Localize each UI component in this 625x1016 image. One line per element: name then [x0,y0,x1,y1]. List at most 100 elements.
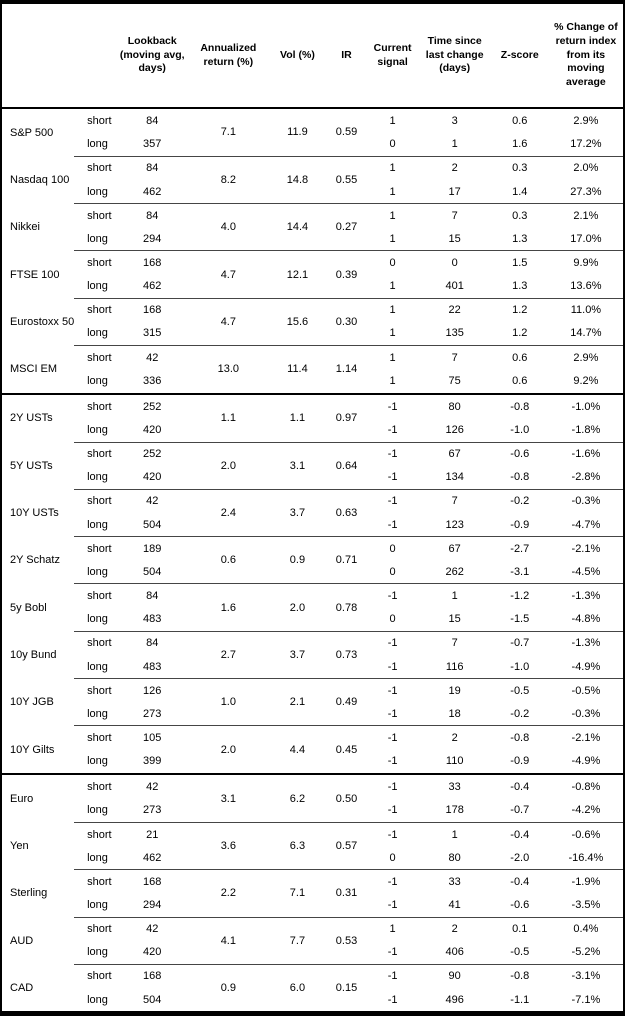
signal-cell: -1 [387,755,398,768]
annualized-return-cell: 1.0 [188,678,269,726]
signal-cell: 1 [366,155,419,180]
row-label-long: long [87,518,108,531]
header-lookback: Lookback (moving avg, days) [116,4,189,109]
pct-change-cell: 9.2% [573,374,599,387]
asset-name: S&P 500 [10,126,54,139]
row-label-long: long [87,899,108,911]
time-since-cell: 496 [445,993,464,1006]
asset-name: 10y Bund [10,648,57,661]
pct-change-cell: -16.4% [568,851,604,864]
signal-cell: -1 [366,488,419,514]
row-label-long: long [87,138,108,151]
row-label-long: long [87,804,108,817]
z-score-cell: 0.6 [512,374,528,387]
table-row: long 504 0 262 -3.1 -4.5% [2,560,623,584]
time-since-cell: 19 [418,678,491,703]
z-score-cell: -0.2 [490,488,549,514]
z-score-cell: 1.5 [490,250,549,275]
pct-change-cell: 27.3% [570,185,602,198]
pct-change-cell: 2.1% [548,203,623,228]
signal-cell: 0 [389,851,396,864]
table-row: long 315 1 135 1.2 14.7% [2,322,623,346]
table-row: Sterling short 168 2.2 7.1 0.31 -1 33 -0.4 -1.9% [2,869,623,918]
table-row: 5Y USTs short 252 2.0 3.1 0.64 -1 67 -0.6 -1.6% [2,441,623,490]
table-row: Nikkei short 84 4.0 14.4 0.27 1 7 0.3 2.1% [2,203,623,251]
ir-cell: 0.57 [326,821,367,870]
table-row: 5y Bobl short 84 1.6 2.0 0.78 -1 1 -1.2 -1.3% [2,583,623,632]
z-score-cell: 1.3 [512,280,528,293]
row-label-long: long [87,185,108,198]
time-since-cell: 2 [418,155,491,180]
time-since-cell: 2 [418,916,491,941]
annualized-return-cell: 4.0 [188,203,269,251]
ir-cell: 0.64 [326,441,367,490]
time-since-cell: 1 [418,583,491,608]
signal-cell: -1 [387,660,398,673]
ir-cell: 0.59 [335,126,358,139]
annualized-return-cell: 7.1 [220,126,236,139]
signal-cell: -1 [387,899,398,911]
table-row: AUD short 42 4.1 7.7 0.53 1 2 0.1 0.4% [2,916,623,965]
pct-change-cell: 0.4% [548,916,623,941]
time-since-cell: 7 [418,630,491,655]
signal-cell: -1 [366,725,419,750]
time-since-cell: 80 [418,392,491,419]
asset-name: 5y Bobl [10,601,47,614]
table-row: Eurostoxx 50 short 168 4.7 15.6 0.30 1 22 1.2 11.… [2,297,623,346]
asset-name: 2Y Schatz [10,554,60,567]
row-label-long: long [87,423,108,436]
row-label-short: short [74,488,117,514]
vol-cell: 3.7 [268,630,327,679]
pct-change-cell: -2.1% [548,536,623,561]
pct-change-cell: -1.8% [571,423,601,436]
table-row: long 273 -1 18 -0.2 -0.3% [2,702,623,726]
lookback-cell: 273 [143,804,162,817]
annualized-return-cell: 2.0 [188,725,269,775]
z-score-cell: 0.6 [512,114,528,127]
signal-cell: 0 [389,613,396,626]
vol-cell: 12.1 [268,250,327,299]
table-row: Nasdaq 100 short 84 8.2 14.8 0.55 1 2 0.3 2.0% [2,155,623,204]
table-row: 10Y USTs short 42 2.4 3.7 0.63 -1 7 -0.2 -0.3% [2,488,623,537]
asset-name: AUD [10,934,34,947]
row-label-long: long [87,565,108,578]
lookback-cell: 252 [116,441,189,466]
vol-cell: 2.1 [268,678,327,726]
z-score-cell: -0.7 [490,630,549,655]
pct-change-cell: -4.2% [571,804,601,817]
pct-change-cell: -7.1% [571,993,601,1006]
pct-change-cell: -0.8% [548,773,623,799]
header-vol: Vol (%) [268,4,327,109]
header-pct-change: % Change of return index from its moving… [548,4,623,109]
annualized-return-cell: 0.9 [188,963,269,1011]
vol-cell: 11.9 [287,126,308,139]
ir-cell: 0.50 [326,773,367,823]
z-score-cell: 1.2 [490,297,549,322]
table-row: long 420 -1 134 -0.8 -2.8% [2,466,623,490]
signal-cell: 0 [389,565,396,578]
z-score-cell: -3.1 [510,565,530,578]
asset-name: Nikkei [10,221,40,234]
asset-name: Sterling [10,887,48,900]
signal-cell: 1 [366,203,419,228]
vol-cell: 2.0 [268,583,327,632]
asset-name: 5Y USTs [10,459,53,472]
signal-cell: -1 [366,963,419,989]
ir-cell: 0.45 [326,725,367,775]
row-label-short: short [74,725,117,750]
header-z-score: Z-score [490,4,549,109]
table-row: 10Y Gilts short 105 2.0 4.4 0.45 -1 2 -0.8 -2.1% [2,725,623,775]
table-row: long 483 -1 116 -1.0 -4.9% [2,655,623,679]
z-score-cell: 0.3 [490,155,549,180]
vol-cell: 14.8 [268,155,327,204]
ir-cell: 0.97 [326,392,367,443]
asset-name: Euro [2,773,75,823]
ir-cell: 0.63 [326,488,367,537]
row-label-short: short [74,536,117,561]
vol-cell: 3.7 [268,488,327,537]
z-score-cell: -0.6 [490,441,549,466]
row-label-long: long [87,374,108,387]
table-row: Euro short 42 3.1 6.2 0.50 -1 33 -0.4 -0.8% [2,773,623,823]
row-label-long: long [87,613,108,626]
signal-cell: -1 [366,441,419,466]
